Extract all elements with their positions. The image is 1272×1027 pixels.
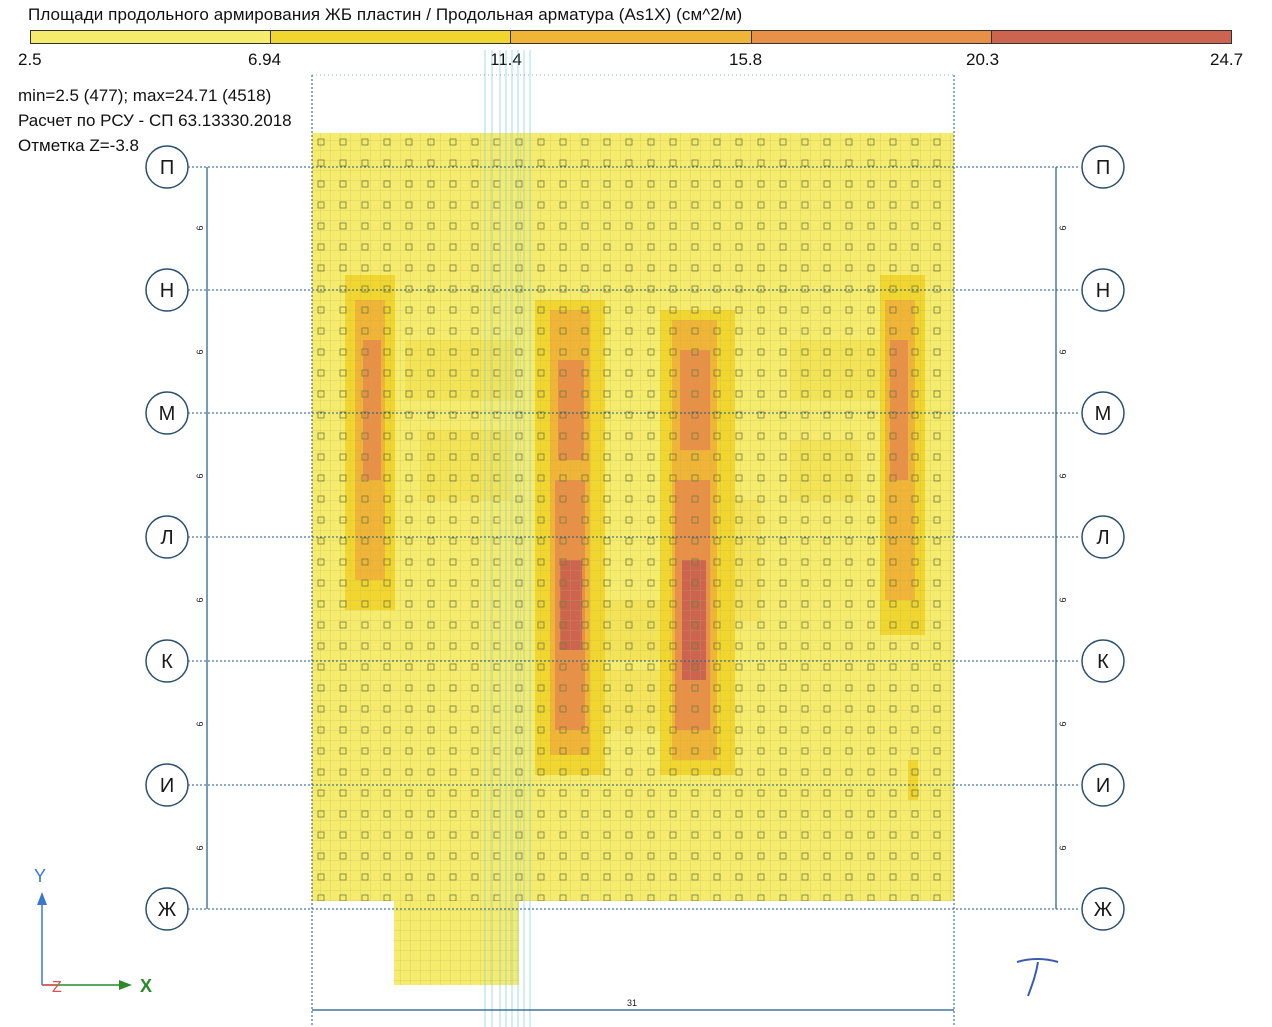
calculation-info: Расчет по РСУ - СП 63.13330.2018 (18, 111, 292, 130)
spacing-right-5: 6 (1058, 721, 1068, 726)
spacing-left-1: 6 (195, 225, 205, 230)
axis-label-right-p: П (1096, 157, 1110, 179)
axis-label-left-k: К (161, 651, 173, 673)
legend-tick-5: 20.3 (966, 50, 1000, 69)
axis-label-right-i: И (1096, 775, 1110, 797)
coord-label-z: Z (52, 979, 62, 996)
right-axis-markers (1081, 145, 1125, 931)
grid-lines (188, 166, 1080, 910)
axis-label-right-k: К (1097, 651, 1109, 673)
axis-label-left-i: И (160, 775, 174, 797)
legend-tick-4: 15.8 (729, 50, 763, 69)
axis-label-left-zh: Ж (158, 899, 177, 921)
spacing-right-3: 6 (1058, 473, 1068, 478)
legend-segment-4 (751, 31, 992, 43)
legend-segment-1 (31, 31, 272, 43)
spacing-right-6: 6 (1058, 845, 1068, 850)
level-info: Отметка Z=-3.8 (18, 136, 139, 155)
legend-tick-2: 6.94 (248, 50, 282, 69)
axis-label-left-n: Н (160, 280, 174, 302)
axis-label-right-n: Н (1096, 280, 1110, 302)
coord-label-x: X (140, 976, 152, 996)
axis-label-left-m: М (159, 403, 176, 425)
legend-tick-6: 24.7 (1210, 50, 1244, 69)
spacing-left-4: 6 (195, 597, 205, 602)
spacing-left-5: 6 (195, 721, 205, 726)
minmax-info: min=2.5 (477); max=24.71 (4518) (18, 86, 272, 105)
spacing-left-3: 6 (195, 473, 205, 478)
spacing-right-4: 6 (1058, 597, 1068, 602)
legend-segment-5 (991, 31, 1232, 43)
width-dimension-label: 31 (627, 998, 637, 1008)
spacing-left-2: 6 (195, 349, 205, 354)
left-axis-markers (145, 145, 189, 931)
vertical-section-lines (484, 50, 531, 1027)
diagram-title: Площади продольного армирования ЖБ пласт… (28, 5, 743, 24)
legend-segment-3 (511, 31, 752, 43)
axis-label-left-p: П (160, 157, 174, 179)
axis-label-right-zh: Ж (1094, 899, 1113, 921)
color-legend-bar (30, 30, 1232, 44)
legend-segment-2 (271, 31, 512, 43)
axis-label-left-l: Л (160, 527, 173, 549)
coordinate-axes-icon: Y Z X (34, 866, 152, 996)
coord-label-y: Y (34, 866, 46, 886)
axis-label-right-l: Л (1096, 527, 1109, 549)
spacing-right-2: 6 (1058, 349, 1068, 354)
legend-tick-1: 2.5 (18, 50, 42, 69)
dimension-lines (206, 167, 1057, 1011)
spacing-right-1: 6 (1058, 225, 1068, 230)
handwritten-mark (1016, 958, 1059, 997)
axis-label-right-m: М (1095, 403, 1112, 425)
spacing-left-6: 6 (195, 845, 205, 850)
